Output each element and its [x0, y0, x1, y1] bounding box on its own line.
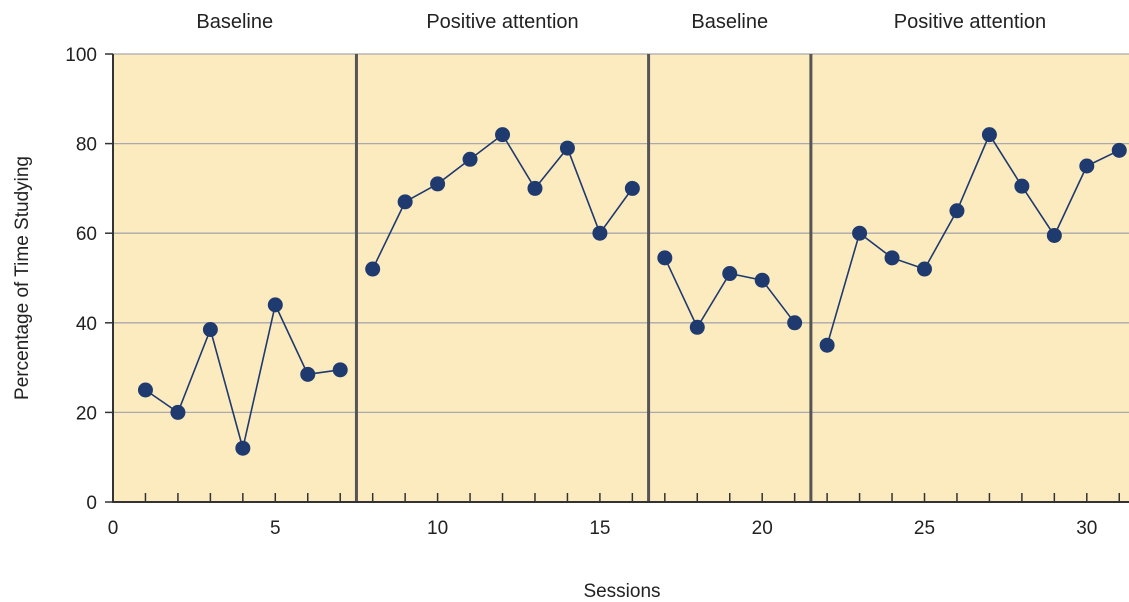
- gridlines: [113, 53, 1129, 414]
- x-tick-label-0: 0: [108, 518, 119, 539]
- phase-label-3: Baseline: [691, 11, 768, 33]
- data-point-session-28: [1014, 178, 1030, 194]
- y-tick-label-100: 100: [65, 45, 97, 66]
- series-points: [137, 127, 1127, 456]
- data-point-session-19: [722, 266, 738, 282]
- data-point-session-29: [1046, 227, 1062, 243]
- y-tick-label-40: 40: [76, 314, 97, 335]
- data-point-session-15: [592, 225, 608, 241]
- data-point-session-27: [981, 127, 997, 143]
- data-point-session-9: [397, 194, 413, 210]
- data-point-session-3: [202, 322, 218, 338]
- data-point-session-24: [884, 250, 900, 266]
- data-point-session-12: [495, 127, 511, 143]
- data-point-session-10: [430, 176, 446, 192]
- data-point-session-1: [137, 382, 153, 398]
- phase-label-4: Positive attention: [894, 11, 1046, 33]
- x-tick-label-15: 15: [589, 518, 610, 539]
- y-tick-label-80: 80: [76, 135, 97, 156]
- data-point-session-6: [300, 366, 316, 382]
- data-point-session-31: [1111, 142, 1127, 158]
- data-point-session-21: [787, 315, 803, 331]
- series-line-phase-4: [826, 132, 1120, 346]
- phase-dividers: [354, 54, 813, 502]
- data-point-session-16: [624, 180, 640, 196]
- x-tick-label-5: 5: [270, 518, 281, 539]
- data-point-session-30: [1079, 158, 1095, 174]
- data-point-session-18: [689, 319, 705, 335]
- data-point-session-4: [235, 440, 251, 456]
- x-tick-label-30: 30: [1076, 518, 1097, 539]
- plot-background: [113, 54, 1129, 502]
- tick-labels: 0 5 10 15 20 25 30 0 20 40 60 80 100: [65, 45, 1097, 539]
- x-tick-label-10: 10: [427, 518, 448, 539]
- data-point-session-13: [527, 180, 543, 196]
- data-point-session-17: [657, 250, 673, 266]
- ticks: [105, 53, 1121, 503]
- plot-area: [113, 54, 1129, 502]
- phase-label-2: Positive attention: [426, 11, 578, 33]
- phase-labels: Baseline Positive attention Baseline Positi…: [196, 11, 1046, 33]
- x-axis-title: Sessions: [583, 581, 660, 602]
- data-point-session-2: [170, 404, 186, 420]
- data-point-session-8: [365, 261, 381, 277]
- x-tick-label-20: 20: [752, 518, 773, 539]
- data-point-session-5: [267, 297, 283, 313]
- data-point-session-7: [332, 362, 348, 378]
- axes: [112, 54, 1129, 503]
- y-tick-label-20: 20: [76, 403, 97, 424]
- data-point-session-22: [819, 337, 835, 353]
- data-point-session-14: [559, 140, 575, 156]
- y-tick-label-60: 60: [76, 224, 97, 245]
- data-point-session-11: [462, 151, 478, 167]
- y-axis-title: Percentage of Time Studying: [12, 156, 33, 400]
- x-tick-label-25: 25: [914, 518, 935, 539]
- data-point-session-26: [949, 203, 965, 219]
- data-point-session-25: [917, 261, 933, 277]
- data-point-session-20: [754, 272, 770, 288]
- data-point-session-23: [852, 225, 868, 241]
- y-tick-label-0: 0: [86, 493, 97, 514]
- phase-label-1: Baseline: [196, 11, 273, 33]
